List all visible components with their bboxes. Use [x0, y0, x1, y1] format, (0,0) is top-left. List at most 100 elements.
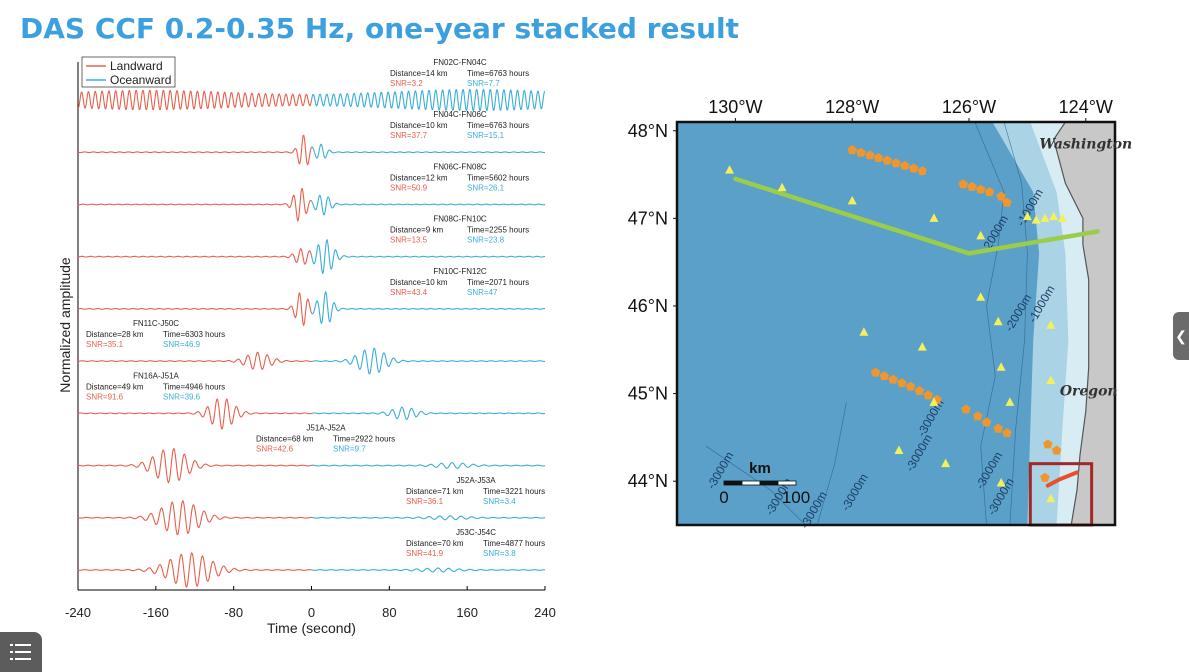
trace-distance-label: Distance=68 km: [256, 435, 314, 444]
ocean-site-marker: [1002, 428, 1012, 438]
depth-contour: [706, 445, 806, 526]
lat-tick-label: 44°N: [628, 471, 668, 491]
lat-tick-label: 45°N: [628, 384, 668, 404]
scale-bar-min: 0: [719, 488, 728, 507]
lat-tick-label: 48°N: [628, 121, 668, 141]
trace-snr-oceanward: SNR=47: [467, 288, 498, 297]
trace-pair-label: FN10C-FN12C: [433, 267, 487, 276]
slide-title: DAS CCF 0.2-0.35 Hz, one-year stacked re…: [20, 12, 740, 45]
scale-bar: km 0 100: [719, 460, 810, 507]
trace-pair-label: J53C-J54C: [456, 528, 496, 537]
trace-time-label: Time=4877 hours: [483, 539, 545, 548]
trace-time-label: Time=6763 hours: [467, 121, 529, 130]
trace-snr-landward: SNR=91.6: [86, 392, 124, 401]
ccf-trace-FN06C-FN08C: FN06C-FN08C Distance=12 km Time=5602 hours…: [77, 162, 546, 222]
scale-bar-segment: [723, 480, 743, 486]
x-tick-label: 240: [534, 605, 556, 620]
trace-snr-oceanward: SNR=26.1: [467, 183, 505, 192]
ocean-site-marker: [908, 163, 919, 173]
ccf-chart: -240 -160 -80 0 80 160 240 Time (second) Normali…: [57, 56, 556, 636]
station-marker: [929, 397, 939, 406]
trace-snr-oceanward: SNR=3.4: [483, 497, 516, 506]
ocean-site-marker: [865, 150, 875, 160]
depth-contour: [974, 121, 1005, 526]
ocean-site-marker: [961, 404, 971, 414]
trace-snr-oceanward: SNR=46.9: [163, 340, 201, 349]
trace-distance-label: Distance=28 km: [86, 330, 144, 339]
ocean-site-marker: [984, 187, 995, 197]
station-marker: [976, 230, 986, 240]
oceanward-trace: [311, 347, 546, 375]
landward-trace: [77, 134, 312, 166]
lon-tick-label: 128°W: [825, 97, 879, 117]
landward-trace: [77, 247, 313, 265]
x-tick-label: -240: [65, 605, 91, 620]
oceanward-trace: [311, 462, 546, 469]
station-marker: [777, 182, 787, 192]
ocean-site-marker: [891, 158, 901, 168]
oceanward-trace: [310, 89, 546, 111]
station-marker: [996, 477, 1006, 487]
landward-trace: [77, 500, 312, 536]
trace-distance-label: Distance=71 km: [406, 487, 464, 496]
scale-bar-title: km: [749, 460, 771, 477]
landward-trace: [77, 292, 313, 327]
oceanward-trace: [311, 567, 546, 573]
oceanward-trace: [311, 143, 546, 159]
ccf-trace-FN10C-FN12C: FN10C-FN12C Distance=10 km Time=2071 hours…: [77, 267, 546, 327]
station-marker: [1022, 211, 1032, 221]
map-frame: [675, 120, 1117, 527]
trace-distance-label: Distance=14 km: [390, 69, 448, 78]
trace-time-label: Time=6303 hours: [163, 330, 225, 339]
x-tick-label: 80: [382, 605, 396, 620]
ocean-site-marker: [897, 378, 907, 388]
ocean-site-marker: [847, 145, 857, 155]
trace-snr-oceanward: SNR=15.1: [467, 131, 505, 140]
trace-snr-landward: SNR=41.9: [406, 549, 444, 558]
ocean-site-marker: [975, 184, 986, 194]
ocean-site-marker: [879, 371, 890, 381]
ocean-site-marker: [993, 423, 1003, 433]
ocean-site-marker: [914, 386, 925, 395]
ocean-site-marker: [923, 390, 933, 400]
slide-menu-button[interactable]: [0, 632, 42, 672]
y-axis-label: Normalized amplitude: [57, 257, 73, 393]
trace-time-label: Time=5602 hours: [467, 173, 529, 182]
ocean-site-marker: [873, 152, 884, 162]
station-marker: [1046, 493, 1056, 503]
trace-snr-landward: SNR=35.1: [86, 340, 124, 349]
oceanward-trace: [311, 290, 546, 324]
station-marker: [1040, 213, 1050, 222]
lon-tick-label: 126°W: [942, 97, 996, 117]
chevron-left-icon: ❮: [1175, 327, 1187, 344]
trace-snr-oceanward: SNR=9.7: [333, 445, 366, 454]
station-marker: [929, 213, 939, 222]
ocean-site-marker: [888, 374, 898, 384]
trace-pair-label: FN08C-FN10C: [433, 215, 487, 224]
landward-trace: [77, 447, 312, 484]
list-menu-icon: [10, 644, 31, 660]
ocean-site-marker: [905, 381, 916, 391]
oceanward-trace: [310, 238, 546, 275]
ocean-site-marker: [1002, 197, 1012, 207]
legend-box: [81, 56, 176, 88]
ocean-site-marker: [917, 166, 927, 176]
oceanward-trace: [311, 515, 546, 521]
station-marker: [1031, 215, 1041, 224]
trace-distance-label: Distance=9 km: [390, 226, 443, 235]
scale-bar-segment: [759, 480, 779, 486]
trace-snr-oceanward: SNR=23.8: [467, 236, 505, 245]
scale-bar-max: 100: [782, 488, 810, 507]
station-marker: [1005, 397, 1015, 406]
ocean-site-marker: [1040, 472, 1050, 482]
study-cable-route: [1045, 470, 1079, 488]
trace-time-label: Time=6763 hours: [467, 69, 529, 78]
side-panel-toggle[interactable]: ❮: [1173, 312, 1189, 360]
lon-tick-label: 124°W: [1059, 97, 1113, 117]
landward-trace: [77, 552, 312, 588]
